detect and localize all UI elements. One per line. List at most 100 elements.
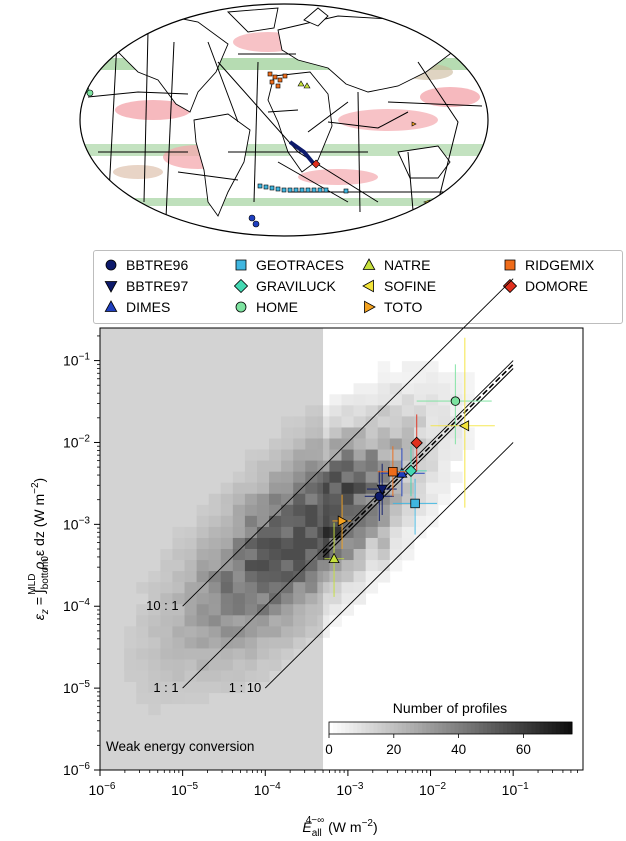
heatmap-cell [148, 637, 161, 649]
heatmap-cell [208, 526, 222, 539]
heatmap-cell [329, 526, 342, 539]
heatmap-cell [317, 427, 330, 439]
heatmap-cell [401, 372, 415, 384]
heatmap-cell [244, 571, 258, 583]
heatmap-cell [244, 526, 258, 539]
colorbar-swatch [430, 722, 435, 734]
heatmap-cell [341, 560, 354, 572]
heatmap-cell [196, 515, 210, 528]
heatmap-cell [305, 549, 318, 561]
heatmap-cell [426, 515, 439, 528]
heatmap-cell [256, 615, 270, 627]
heatmap-cell [269, 504, 282, 517]
heatmap-cell [389, 427, 403, 439]
colorbar-swatch [454, 722, 460, 734]
heatmap-cell [401, 537, 415, 550]
heatmap-cell [281, 615, 294, 627]
colorbar-swatch [519, 722, 524, 734]
colorbar-swatch [527, 722, 532, 734]
heatmap-cell [413, 482, 427, 495]
heatmap-cell [317, 537, 330, 550]
marker [404, 464, 418, 478]
heatmap-cell [281, 515, 294, 528]
heatmap-cell [244, 449, 258, 461]
heatmap-cell [438, 394, 451, 406]
heatmap-cell [160, 659, 173, 671]
heatmap-cell [341, 582, 354, 594]
heatmap-cell [124, 637, 137, 649]
x-axis-label: Eall4−∞ (W m−2) [302, 815, 377, 839]
heatmap-cell [377, 571, 391, 583]
heatmap-cell [413, 361, 427, 373]
heatmap-cell [401, 383, 415, 395]
heatmap-cell [462, 394, 475, 406]
colorbar-swatch [486, 722, 492, 734]
heatmap-cell [220, 593, 234, 605]
heatmap-cell [136, 626, 149, 638]
heatmap-cell [353, 416, 367, 428]
heatmap-cell [220, 571, 234, 583]
colorbar-swatch [426, 722, 431, 734]
heatmap-cell [220, 648, 234, 660]
heatmap-cell [450, 438, 463, 450]
heatmap-cell [438, 482, 451, 495]
legend-item-domore: DOMORE [503, 277, 588, 295]
point-home [416, 364, 492, 445]
heatmap-cell [136, 615, 149, 627]
heatmap-cell [329, 394, 342, 406]
heatmap-cell [184, 692, 197, 705]
heatmap-cell [220, 582, 234, 594]
heatmap-cell [377, 560, 391, 572]
colorbar-swatch [393, 722, 399, 734]
heatmap-cell [208, 504, 222, 517]
heatmap-cell [293, 482, 306, 495]
heatmap-cell [160, 549, 173, 561]
colorbar-swatch [422, 722, 427, 734]
heatmap-cell [341, 593, 354, 605]
marker [328, 552, 340, 564]
heatmap-cell [293, 626, 306, 638]
heatmap-cell [244, 604, 258, 616]
heatmap-cell [365, 438, 379, 450]
colorbar-swatch [345, 722, 350, 734]
heatmap-cell [341, 549, 354, 561]
heatmap-cell [305, 427, 318, 439]
legend-label: GRAVILUCK [256, 278, 336, 294]
heatmap-cell [389, 405, 403, 417]
heatmap-cell [438, 383, 451, 395]
heatmap-cell [220, 493, 234, 506]
heatmap-cell [208, 593, 222, 605]
heatmap-cell [377, 405, 391, 417]
heatmap-cell [281, 416, 294, 428]
heatmap-cell [413, 449, 427, 461]
heatmap-cell [208, 604, 222, 616]
heatmap-cell [281, 438, 294, 450]
legend-label: GEOTRACES [256, 257, 344, 273]
heatmap-cell [281, 560, 294, 572]
point-sofine [430, 337, 495, 508]
heatmap-cell [413, 515, 427, 528]
heatmap-cell [401, 504, 415, 517]
data-points [324, 337, 495, 597]
heatmap-cell [353, 515, 367, 528]
heatmap-cell [438, 449, 451, 461]
heatmap-cell [426, 449, 439, 461]
colorbar-swatch [559, 722, 565, 734]
heatmap-cell [281, 582, 294, 594]
heatmap-cell [365, 582, 379, 594]
marker [374, 491, 385, 502]
heatmap-cell [413, 471, 427, 484]
heatmap-cell [244, 471, 258, 484]
heatmap-cell [305, 615, 318, 627]
heatmap-cell [232, 504, 246, 517]
heatmap-cell [317, 604, 330, 616]
heatmap-cell [293, 427, 306, 439]
heatmap-cell [220, 626, 234, 638]
y-tick-label: 10−2 [63, 433, 90, 450]
heatmap-cell [208, 659, 222, 671]
heatmap-cell [220, 537, 234, 550]
heatmap-cell [353, 482, 367, 495]
heatmap-cell [329, 593, 342, 605]
heatmap-cell [353, 526, 367, 539]
heatmap-cell [377, 449, 391, 461]
